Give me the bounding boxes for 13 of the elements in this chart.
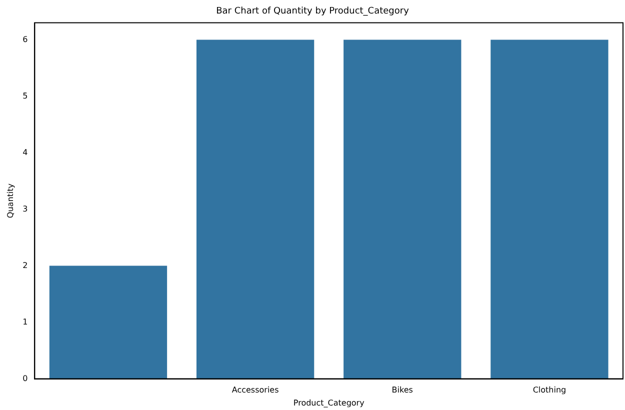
- y-tick-label: 5: [22, 91, 28, 100]
- y-tick-label: 3: [22, 204, 28, 214]
- y-tick-label: 2: [22, 260, 28, 270]
- chart-title: Bar Chart of Quantity by Product_Category: [216, 6, 410, 17]
- x-tick-label: Accessories: [232, 386, 279, 395]
- y-tick-label: 1: [22, 317, 28, 326]
- y-tick-label: 4: [22, 148, 28, 157]
- y-axis-title: Quantity: [6, 183, 15, 218]
- x-tick-label: Bikes: [392, 386, 413, 395]
- x-tick-label: Clothing: [532, 386, 566, 395]
- y-tick-label: 0: [22, 374, 28, 383]
- y-tick-label: 6: [22, 34, 28, 44]
- x-axis-title: Product_Category: [293, 398, 365, 408]
